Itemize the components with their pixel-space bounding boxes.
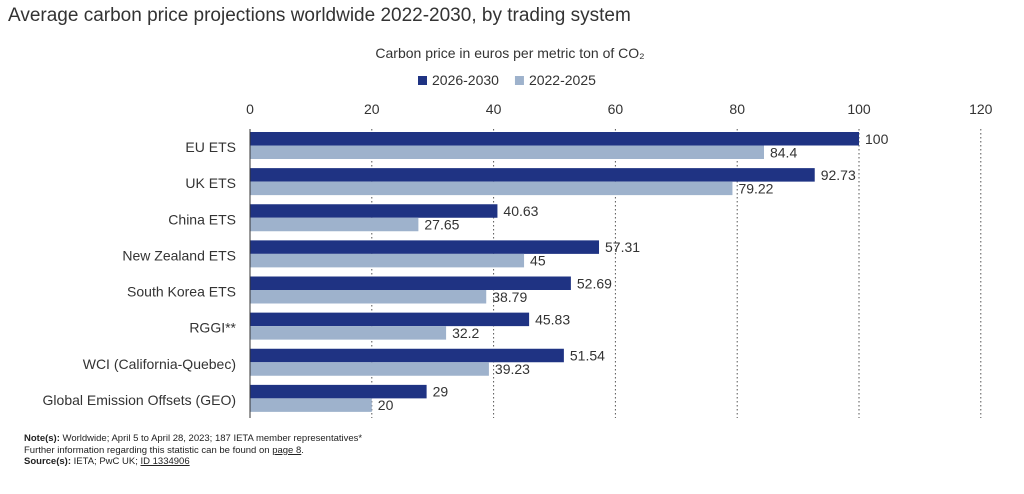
bar (250, 276, 571, 290)
data-label: 100 (865, 131, 889, 147)
x-tick-label: 100 (847, 101, 871, 117)
bar (250, 312, 530, 327)
bar (250, 168, 815, 182)
category-label: Global Emission Offsets (GEO) (43, 392, 236, 408)
bar (250, 348, 564, 363)
source-line: Source(s): IETA; PwC UK; ID 1334906 (24, 456, 362, 468)
bar (250, 145, 764, 159)
source-label: Source(s): (24, 456, 71, 467)
note-line: Note(s): Worldwide; April 5 to April 28,… (24, 433, 362, 445)
bar (250, 132, 859, 146)
data-label: 92.73 (821, 167, 856, 183)
axis-title: Carbon price in euros per metric ton of … (375, 45, 644, 61)
data-label: 32.2 (452, 325, 479, 341)
category-label: RGGI** (189, 320, 236, 336)
category-label: New Zealand ETS (122, 247, 236, 263)
bar (250, 384, 427, 399)
further-end: . (301, 444, 304, 456)
x-tick-label: 20 (364, 101, 380, 117)
data-label: 52.69 (577, 275, 612, 291)
bar (250, 204, 498, 218)
category-label: UK ETS (185, 175, 236, 191)
note-text: Worldwide; April 5 to April 28, 2023; 18… (59, 433, 363, 444)
source-text: IETA; PwC UK; (70, 456, 141, 467)
data-label: 45 (530, 253, 546, 269)
bar-chart: 0 20 40 60 80 100 120 EU ETS UK ETS China ETS New… (43, 45, 993, 418)
bar (250, 326, 447, 340)
data-label: 45.83 (535, 311, 570, 327)
data-label: 51.54 (570, 348, 605, 364)
chart-title: Average carbon price projections worldwi… (8, 5, 631, 26)
data-label: 57.31 (605, 239, 640, 255)
bar (250, 253, 525, 268)
bar (250, 240, 600, 254)
category-label: WCI (California-Quebec) (83, 356, 236, 372)
data-label: 39.23 (495, 361, 530, 377)
further-info-line: Further information regarding this stati… (24, 445, 362, 457)
data-label: 79.22 (738, 180, 773, 196)
category-label: China ETS (168, 211, 236, 227)
bar (250, 398, 372, 412)
legend-swatch (418, 76, 427, 85)
bar (250, 217, 419, 232)
page-link[interactable]: page 8 (272, 444, 302, 456)
data-label: 29 (433, 384, 449, 400)
statistic-id-link[interactable]: ID 1334906 (140, 456, 190, 467)
x-tick-label: 120 (969, 101, 993, 117)
x-tick-label: 0 (246, 101, 254, 117)
legend-swatch (514, 76, 524, 85)
bar (250, 290, 487, 304)
legend-label: 2026-2030 (432, 72, 499, 88)
further-text: Further information regarding this stati… (24, 444, 273, 456)
data-label: 84.4 (770, 144, 797, 160)
legend-label: 2022-2025 (529, 72, 596, 88)
footer: Note(s): Worldwide; April 5 to April 28,… (24, 433, 362, 468)
note-label: Note(s): (24, 433, 60, 444)
category-label: South Korea ETS (127, 284, 236, 300)
category-label: EU ETS (185, 139, 236, 155)
data-label: 27.65 (424, 217, 459, 233)
x-tick-label: 60 (608, 101, 624, 117)
x-tick-label: 80 (729, 101, 745, 117)
data-label: 38.79 (492, 289, 527, 305)
bar (250, 362, 489, 376)
data-label: 40.63 (503, 203, 538, 219)
data-label: 20 (378, 397, 394, 413)
bar (250, 181, 733, 196)
x-tick-label: 40 (486, 101, 502, 117)
